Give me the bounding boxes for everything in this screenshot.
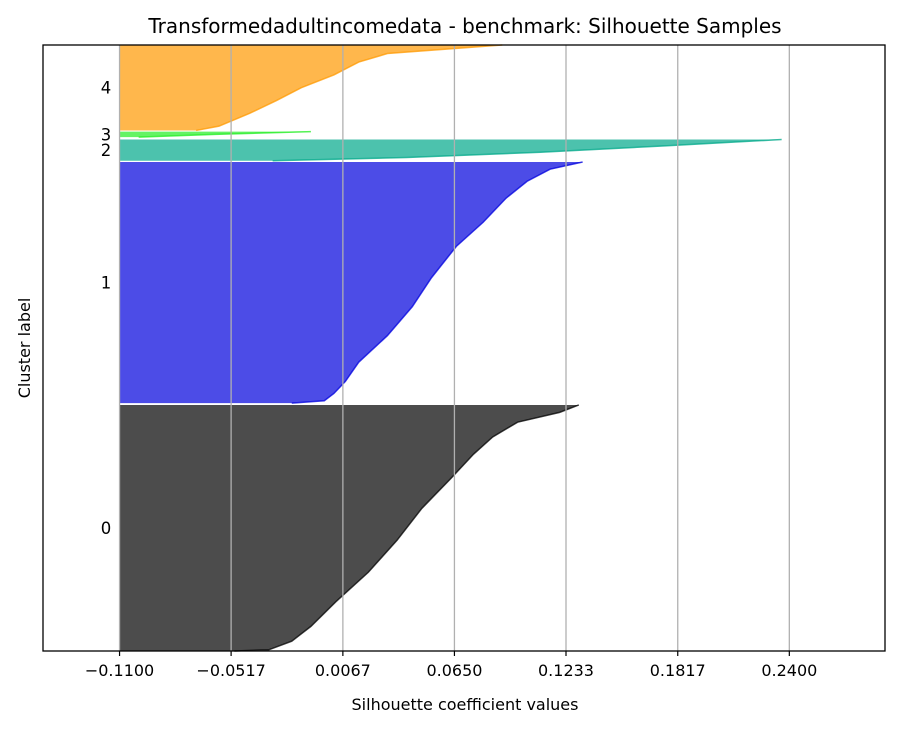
x-tick-label: 0.0067 bbox=[315, 661, 371, 680]
plot-frame bbox=[42, 44, 886, 652]
x-tick-label: 0.2400 bbox=[761, 661, 817, 680]
cluster-2-edge bbox=[272, 138, 782, 162]
x-tick-label: 0.0650 bbox=[426, 661, 482, 680]
cluster-4-edge bbox=[195, 44, 503, 132]
y-axis-label: Cluster label bbox=[15, 298, 34, 399]
x-tick-label: 0.1233 bbox=[538, 661, 594, 680]
cluster-1-area bbox=[119, 161, 583, 404]
cluster-0-edge bbox=[234, 404, 580, 652]
x-ticks: −0.1100 −0.0517 0.0067 0.0650 0.1233 0.1817 0.… bbox=[85, 651, 817, 680]
cluster-0-area bbox=[119, 404, 579, 651]
cluster-label-4: 4 bbox=[101, 79, 112, 98]
clusters-layer bbox=[119, 44, 782, 652]
cluster-label-3: 3 bbox=[101, 125, 112, 144]
cluster-3-edge bbox=[138, 130, 311, 138]
grid-layer bbox=[118, 45, 790, 651]
cluster-label-2: 2 bbox=[101, 141, 112, 160]
cluster-label-0: 0 bbox=[101, 519, 112, 538]
cluster-labels-layer: 0 1 23 4 bbox=[101, 79, 112, 538]
x-tick-label: −0.0517 bbox=[196, 661, 265, 680]
x-axis-label: Silhouette coefficient values bbox=[352, 695, 579, 714]
x-tick-label: 0.1817 bbox=[650, 661, 706, 680]
cluster-4-area bbox=[119, 45, 503, 131]
cluster-2-area bbox=[119, 139, 782, 161]
cluster-label-1: 1 bbox=[101, 274, 112, 293]
chart-title: Transformedadultincomedata - benchmark: … bbox=[147, 14, 781, 38]
x-tick-label: −0.1100 bbox=[85, 661, 154, 680]
cluster-1-edge bbox=[291, 161, 583, 404]
